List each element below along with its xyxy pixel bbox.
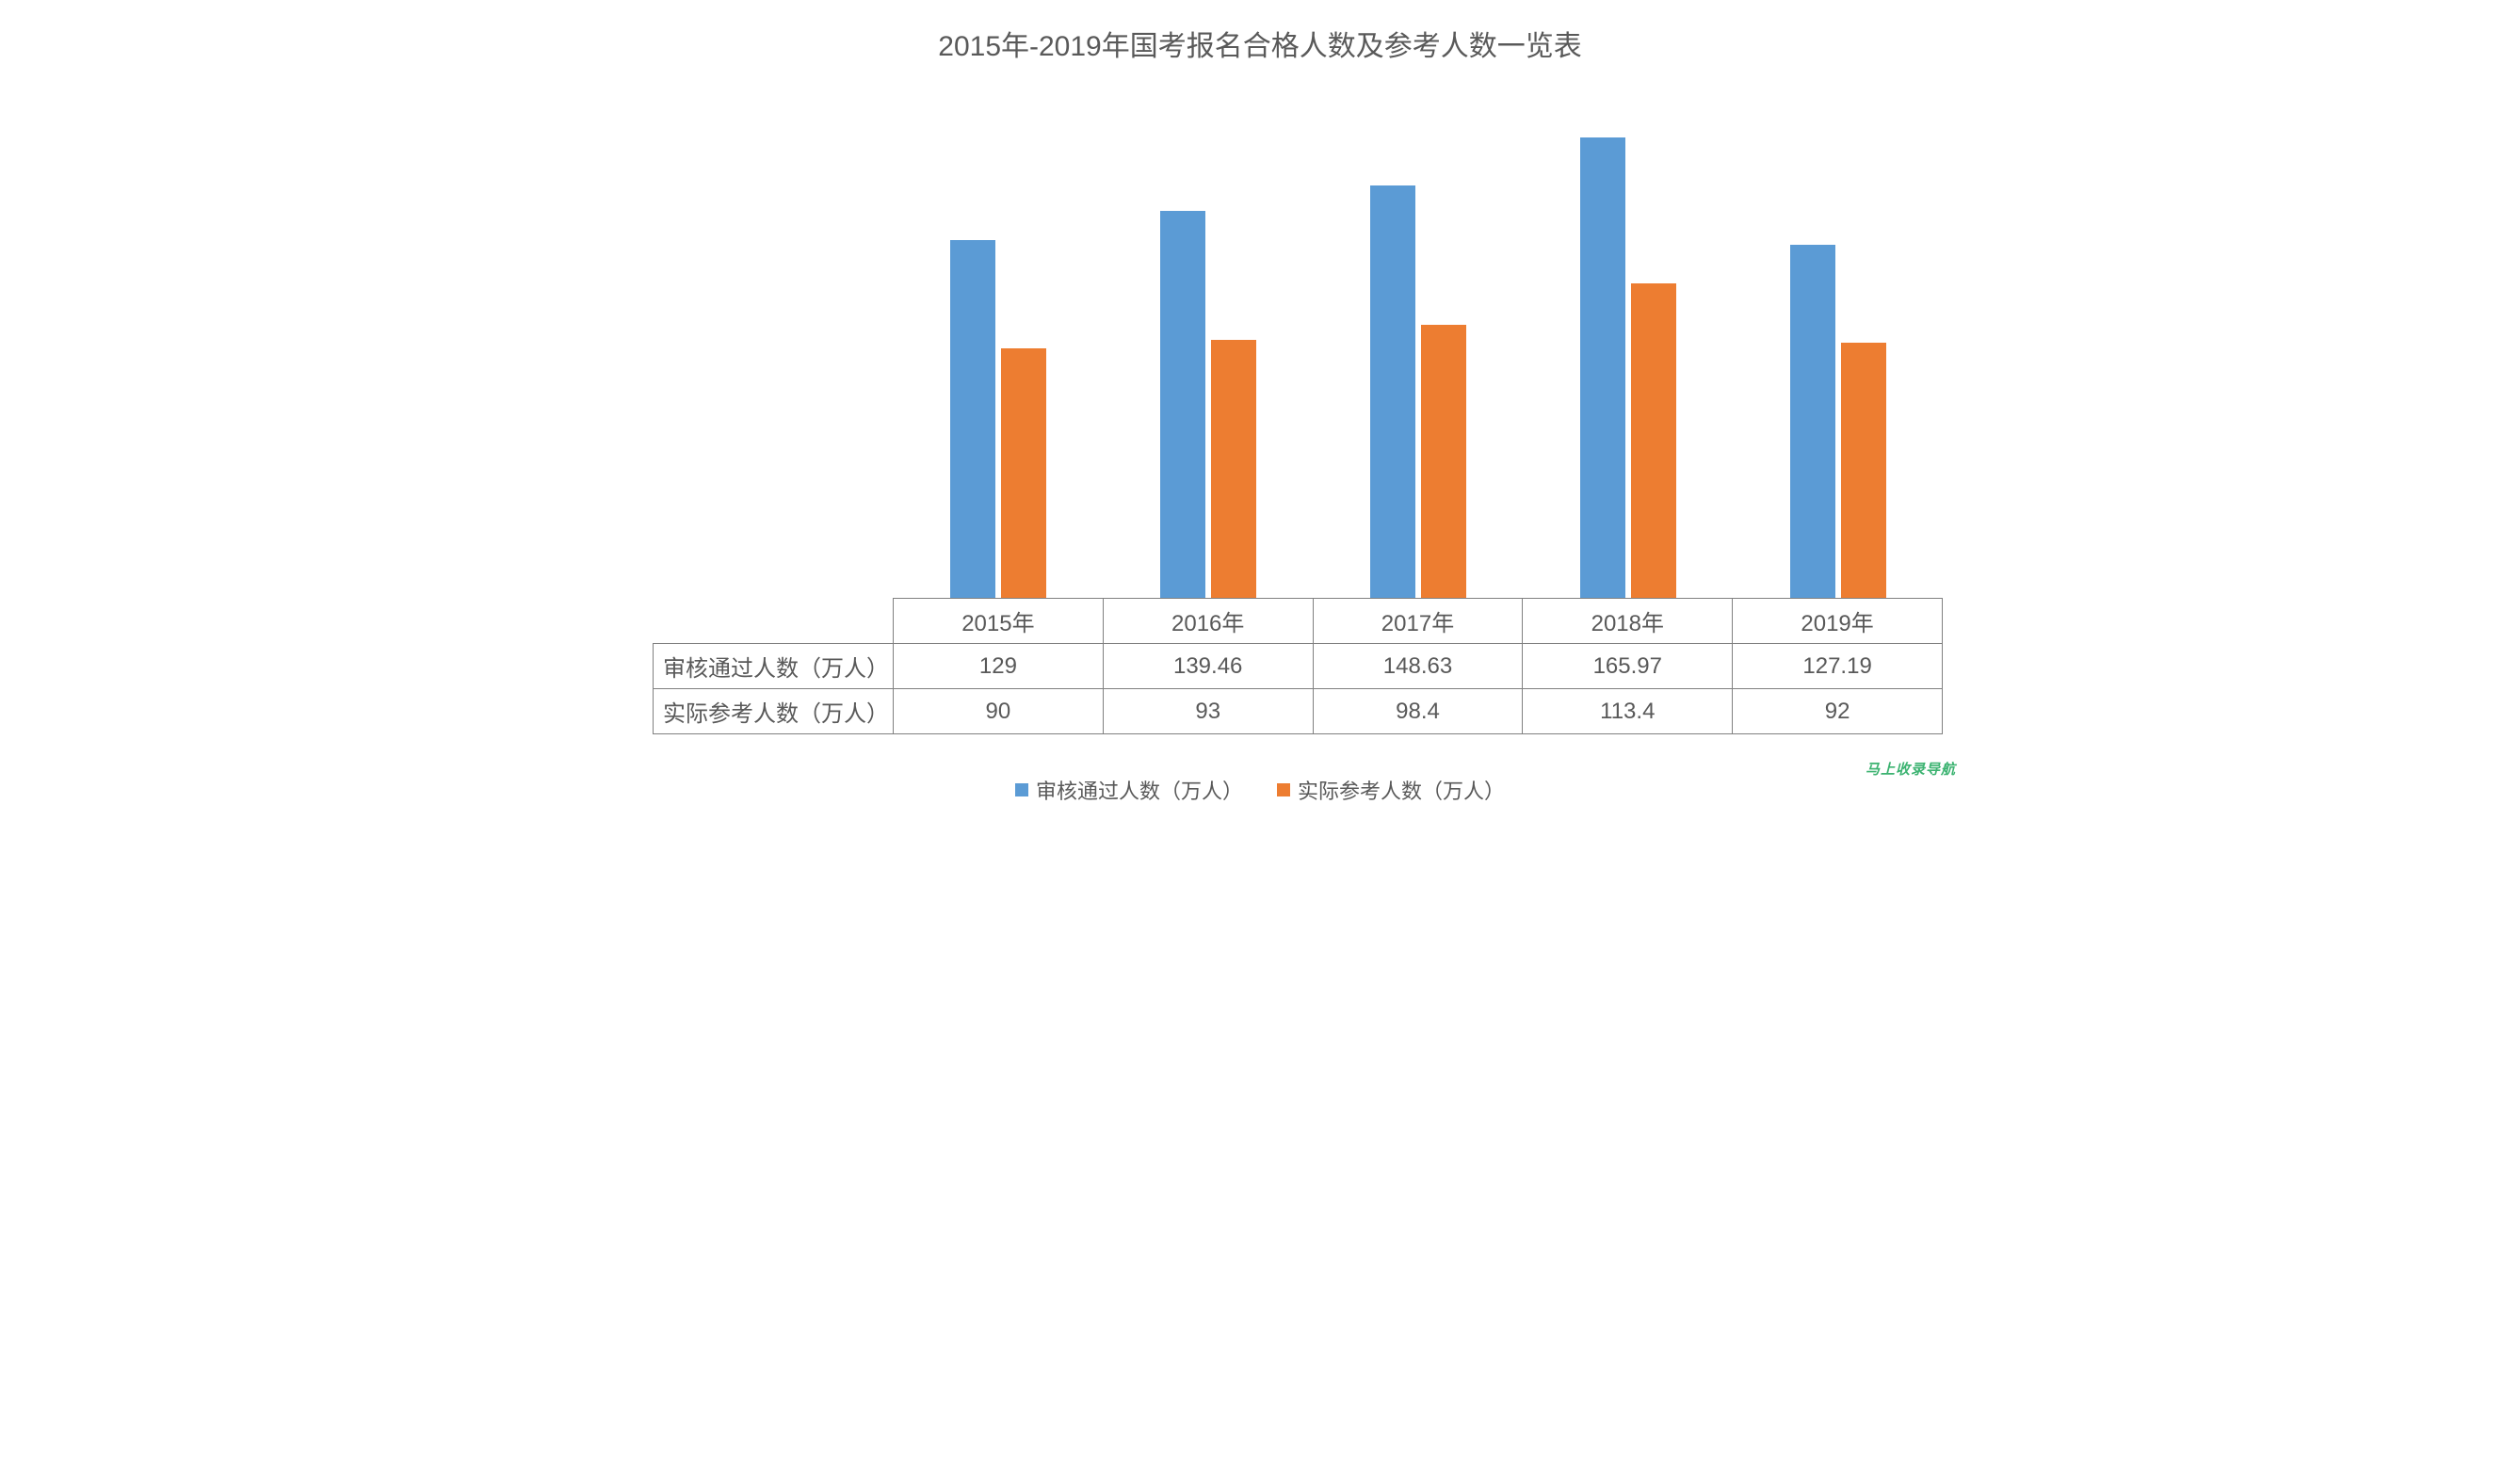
- watermark-text: 马上收录导航: [1866, 759, 1956, 779]
- table-category-cell: 2017年: [1313, 599, 1523, 644]
- table-value-cell: 127.19: [1733, 644, 1943, 689]
- legend-label: 审核通过人数（万人）: [1036, 775, 1243, 805]
- table-category-cell: 2018年: [1523, 599, 1733, 644]
- table-value-cell: 98.4: [1313, 689, 1523, 734]
- table-row: 审核通过人数（万人）129139.46148.63165.97127.19: [654, 644, 1943, 689]
- table-value-cell: 90: [894, 689, 1104, 734]
- table-category-cell: 2015年: [894, 599, 1104, 644]
- bar-series-1: [1790, 245, 1835, 598]
- chart-category-column: [1313, 99, 1523, 598]
- table-value-cell: 165.97: [1523, 644, 1733, 689]
- chart-category-column: [1523, 99, 1733, 598]
- legend-swatch-icon: [1277, 783, 1290, 796]
- table-value-cell: 93: [1103, 689, 1313, 734]
- table-corner-cell: [654, 599, 894, 644]
- table-category-cell: 2016年: [1103, 599, 1313, 644]
- table-value-cell: 139.46: [1103, 644, 1313, 689]
- chart-category-column: [1103, 99, 1313, 598]
- chart-legend: 审核通过人数（万人） 实际参考人数（万人）: [558, 775, 1962, 805]
- chart-title: 2015年-2019年国考报名合格人数及参考人数一览表: [558, 23, 1962, 64]
- table-value-cell: 92: [1733, 689, 1943, 734]
- bar-series-1: [950, 240, 995, 598]
- table-row: 实际参考人数（万人）909398.4113.492: [654, 689, 1943, 734]
- bar-series-2: [1001, 348, 1046, 598]
- bar-series-2: [1421, 325, 1466, 598]
- chart-category-column: [893, 99, 1103, 598]
- chart-container: 2015年-2019年国考报名合格人数及参考人数一览表 2015年2016年20…: [558, 0, 1962, 824]
- legend-swatch-icon: [1015, 783, 1028, 796]
- bar-series-2: [1841, 343, 1886, 598]
- table-row-label: 审核通过人数（万人）: [654, 644, 894, 689]
- legend-label: 实际参考人数（万人）: [1298, 775, 1505, 805]
- table-value-cell: 113.4: [1523, 689, 1733, 734]
- legend-item: 实际参考人数（万人）: [1277, 775, 1505, 805]
- table-header-row: 2015年2016年2017年2018年2019年: [654, 599, 1943, 644]
- bar-series-2: [1631, 283, 1676, 598]
- bar-series-1: [1370, 185, 1415, 598]
- table-value-cell: 129: [894, 644, 1104, 689]
- table-row-label: 实际参考人数（万人）: [654, 689, 894, 734]
- chart-category-column: [1733, 99, 1943, 598]
- chart-plot-area: [893, 99, 1943, 598]
- bar-series-1: [1160, 211, 1205, 598]
- table-category-cell: 2019年: [1733, 599, 1943, 644]
- table-value-cell: 148.63: [1313, 644, 1523, 689]
- legend-item: 审核通过人数（万人）: [1015, 775, 1243, 805]
- bar-series-2: [1211, 340, 1256, 598]
- chart-data-table: 2015年2016年2017年2018年2019年审核通过人数（万人）12913…: [653, 598, 1943, 734]
- bar-series-1: [1580, 137, 1625, 598]
